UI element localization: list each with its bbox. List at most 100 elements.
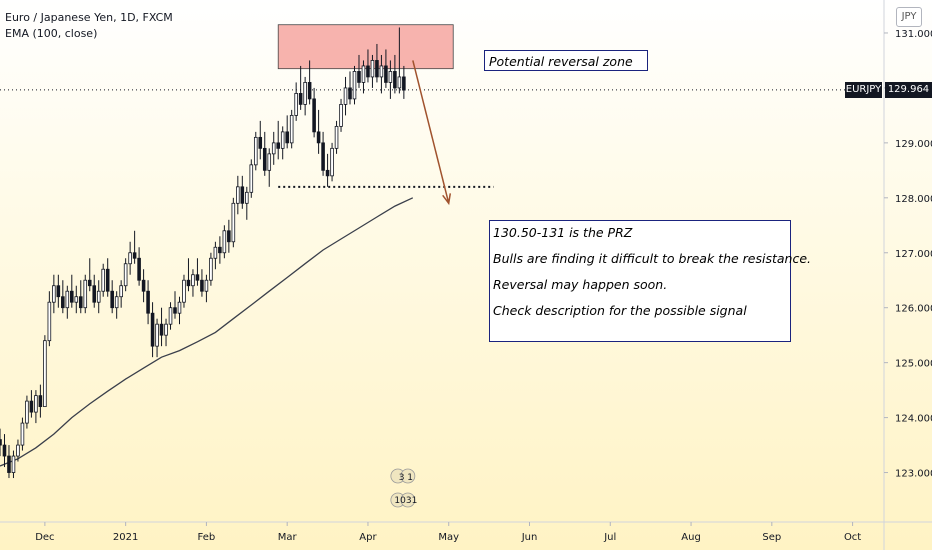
candle <box>285 115 289 149</box>
candle-body <box>397 76 402 89</box>
candle <box>128 241 132 275</box>
candle <box>164 318 168 347</box>
candle <box>38 384 43 418</box>
analysis-note-box[interactable]: 130.50-131 is the PRZ Bulls are finding … <box>489 220 812 342</box>
candle-body <box>29 400 34 413</box>
y-tick-label: 131.000 <box>895 29 932 40</box>
candle-body <box>384 65 388 83</box>
candle-body <box>186 279 191 287</box>
x-tick-label: Sep <box>762 532 781 543</box>
candle-body <box>146 290 150 314</box>
candle-body <box>168 307 173 325</box>
candle <box>348 71 352 105</box>
candle <box>16 439 20 462</box>
candle-body <box>393 71 397 89</box>
candle-body <box>316 131 321 144</box>
candle-body <box>56 285 61 298</box>
candle <box>379 54 384 94</box>
candle <box>20 417 25 451</box>
currency-badge[interactable]: JPY <box>896 7 922 27</box>
note-line-4: Check description for the possible signa… <box>493 303 747 318</box>
note-line-2: Bulls are finding it difficult to break … <box>493 251 812 266</box>
candle-body <box>366 65 370 78</box>
candles-layer <box>0 27 406 479</box>
indicator-title: EMA (100, close) <box>5 27 98 40</box>
candle <box>119 280 123 308</box>
candle-body <box>334 125 339 149</box>
candle-body <box>267 153 272 171</box>
candle <box>397 27 402 94</box>
candle-body <box>321 142 325 171</box>
candle <box>61 280 65 314</box>
candle <box>7 445 11 479</box>
candle <box>388 60 393 99</box>
candle <box>159 307 164 347</box>
candle-body <box>325 169 330 177</box>
candle <box>186 258 191 292</box>
candle-body <box>110 290 114 309</box>
candle-body <box>43 340 47 408</box>
candle-body <box>114 296 119 309</box>
candle-body <box>195 274 200 281</box>
candle <box>330 142 334 182</box>
candle <box>132 230 137 264</box>
candle-body <box>258 136 263 149</box>
candle <box>123 258 128 292</box>
candle <box>253 131 258 171</box>
candle <box>56 274 61 308</box>
candle <box>321 131 325 176</box>
x-tick-label: Apr <box>359 532 377 543</box>
candle-body <box>11 455 16 473</box>
candle <box>307 60 312 105</box>
calendar-icon <box>400 468 416 484</box>
candle-body <box>47 301 52 342</box>
ema-100-line <box>0 197 414 467</box>
candle-body <box>343 87 348 105</box>
candle-body <box>200 279 204 292</box>
x-tick-label: Feb <box>198 532 216 543</box>
candle <box>2 434 7 468</box>
candle <box>352 65 357 105</box>
candle <box>34 390 38 424</box>
candle-body <box>191 274 195 287</box>
candle-body <box>20 422 25 446</box>
candle-body <box>105 268 110 292</box>
candle <box>191 269 195 297</box>
candle-body <box>249 164 254 193</box>
y-tick-label: 126.000 <box>895 304 932 315</box>
x-tick-label: Dec <box>35 532 54 543</box>
candle <box>141 269 146 303</box>
candle-body <box>173 307 177 314</box>
candle <box>195 258 200 286</box>
candle <box>303 76 307 116</box>
candle-body <box>87 279 92 287</box>
zones-layer <box>277 24 494 188</box>
candle <box>96 280 101 314</box>
note-line-3: Reversal may happen soon. <box>493 277 668 292</box>
candle-body <box>379 65 384 78</box>
candle-body <box>236 186 240 204</box>
candle-body <box>312 98 316 133</box>
zone-label-box[interactable]: Potential reversal zone <box>484 50 648 71</box>
candle <box>11 450 16 479</box>
candle <box>370 54 375 88</box>
candle-body <box>204 279 209 292</box>
candle-body <box>141 279 146 292</box>
candle <box>357 54 361 88</box>
candle <box>25 395 29 429</box>
candle <box>83 274 88 314</box>
candle-body <box>361 65 366 83</box>
y-tick-label: 125.000 <box>895 359 932 370</box>
candle-body <box>182 279 186 303</box>
candle-body <box>92 285 97 303</box>
y-tick-label: 128.000 <box>895 194 932 205</box>
candle <box>245 186 249 220</box>
candle-body <box>7 455 11 473</box>
candle <box>65 285 70 319</box>
candle-body <box>222 230 227 254</box>
ema-layer <box>0 197 414 467</box>
candle <box>361 60 366 94</box>
